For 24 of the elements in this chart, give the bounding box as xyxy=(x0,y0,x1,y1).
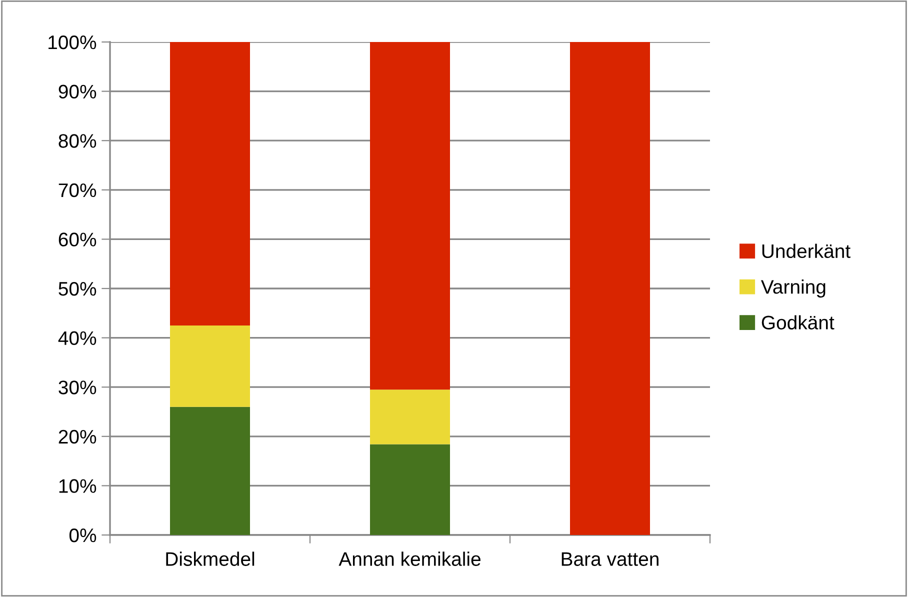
x-tick-label: Diskmedel xyxy=(166,552,254,566)
y-tick-label: 40% xyxy=(58,331,96,346)
bar xyxy=(370,444,450,535)
bar xyxy=(170,42,250,326)
bar xyxy=(570,42,650,535)
bar xyxy=(170,325,250,407)
y-tick-label: 50% xyxy=(58,282,96,296)
bar xyxy=(170,406,250,535)
y-tick-label: 30% xyxy=(58,380,96,394)
y-tick-label: 60% xyxy=(58,232,96,246)
x-tick-label: Annan kemikalie xyxy=(338,552,480,566)
y-tick-label: 100% xyxy=(48,35,96,50)
y-tick-label: 80% xyxy=(58,134,96,148)
bar xyxy=(370,390,450,444)
y-tick-label: 10% xyxy=(59,479,96,493)
bar xyxy=(370,42,450,390)
legend-label: Underkänt xyxy=(762,244,850,258)
y-tick-label: 0% xyxy=(69,528,96,542)
y-tick-label: 70% xyxy=(58,183,96,198)
x-tick-label: Bara vatten xyxy=(562,552,658,566)
y-tick-label: 90% xyxy=(58,84,96,99)
y-tick-label: 20% xyxy=(58,430,96,444)
legend-label: Godkänt xyxy=(762,315,834,330)
legend-label: Varning xyxy=(760,279,826,298)
